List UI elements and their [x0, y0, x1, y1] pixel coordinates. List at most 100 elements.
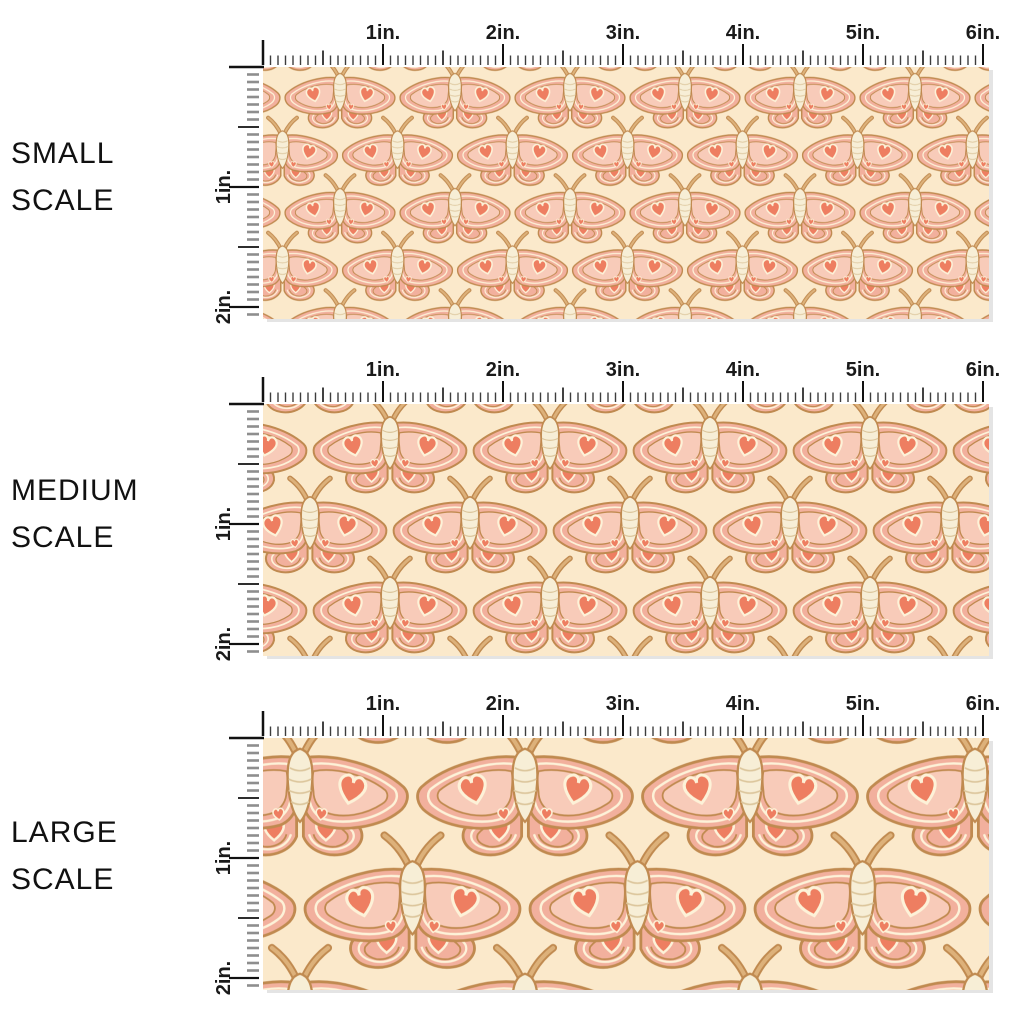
ruler-tick — [554, 726, 557, 736]
ruler-tick — [817, 392, 819, 402]
ruler-tick — [832, 55, 834, 65]
ruler-tick — [229, 976, 259, 980]
fabric-swatch-medium — [263, 404, 989, 656]
ruler-tick — [382, 715, 384, 736]
ruler-tick — [427, 392, 429, 402]
ruler-tick — [322, 50, 324, 65]
ruler-tick — [247, 425, 259, 428]
ruler-tick — [292, 55, 294, 65]
ruler-tick — [517, 392, 519, 402]
ruler-tick — [427, 726, 429, 736]
vertical-ruler-label: 1in. — [213, 841, 235, 875]
ruler-tick — [959, 55, 962, 65]
ruler-tick — [817, 726, 819, 736]
ruler-tick — [247, 841, 259, 845]
ruler-tick — [667, 726, 669, 736]
ruler-tick — [704, 726, 707, 736]
ruler-tick — [247, 567, 259, 571]
ruler-tick — [712, 392, 714, 402]
ruler-tick — [229, 642, 259, 646]
ruler-tick — [247, 118, 259, 121]
ruler-tick — [494, 55, 497, 65]
ruler-tick — [502, 44, 504, 65]
ruler-tick — [854, 726, 857, 736]
ruler-tick — [247, 605, 259, 608]
ruler-tick — [374, 392, 377, 402]
ruler-tick — [337, 726, 339, 736]
ruler-tick — [261, 377, 265, 402]
ruler-tick — [247, 590, 259, 593]
ruler-tick — [569, 726, 572, 736]
ruler-tick — [457, 392, 459, 402]
ruler-tick — [794, 392, 797, 402]
ruler-tick — [779, 55, 782, 65]
ruler-tick — [802, 50, 804, 65]
ruler-tick — [637, 55, 639, 65]
ruler-tick — [727, 55, 729, 65]
ruler-tick — [629, 392, 632, 402]
scale-label-line: SCALE — [11, 521, 115, 554]
ruler-tick — [757, 392, 759, 402]
ruler-tick — [764, 55, 767, 65]
ruler-tick — [247, 208, 259, 211]
ruler-tick — [614, 392, 617, 402]
ruler-tick — [652, 726, 654, 736]
ruler-tick — [847, 392, 849, 402]
ruler-tick — [238, 917, 259, 919]
ruler-tick — [247, 886, 259, 890]
ruler-tick — [697, 726, 699, 736]
ruler-tick — [472, 726, 474, 736]
ruler-tick — [749, 55, 752, 65]
ruler-tick — [247, 193, 259, 196]
ruler-tick — [862, 715, 864, 736]
ruler-tick — [539, 55, 542, 65]
ruler-tick — [374, 726, 377, 736]
ruler-tick — [667, 392, 669, 402]
ruler-tick — [247, 230, 259, 234]
ruler-tick — [742, 715, 744, 736]
ruler-tick — [809, 55, 812, 65]
ruler-tick — [247, 961, 259, 965]
ruler-tick — [344, 392, 347, 402]
ruler-tick — [584, 55, 587, 65]
ruler-tick — [667, 55, 669, 65]
ruler-tick — [854, 55, 857, 65]
ruler-tick — [907, 55, 909, 65]
ruler-tick — [247, 612, 259, 616]
ruler-tick — [839, 726, 842, 736]
horizontal-ruler: 1in. 2in. 3in. 4in. 5in. 6in. — [261, 359, 1000, 402]
ruler-tick — [269, 392, 272, 402]
ruler-tick — [952, 392, 954, 402]
ruler-tick — [238, 463, 259, 465]
ruler-tick — [352, 392, 354, 402]
ruler-tick — [247, 170, 259, 174]
ruler-tick — [802, 387, 804, 402]
ruler-tick — [644, 726, 647, 736]
ruler-tick — [487, 392, 489, 402]
ruler-tick — [839, 392, 842, 402]
ruler-tick — [892, 392, 894, 402]
ruler-tick — [877, 726, 879, 736]
ruler-tick — [247, 864, 259, 867]
ruler-tick — [607, 55, 609, 65]
ruler-tick — [404, 726, 407, 736]
ruler-tick — [464, 726, 467, 736]
ruler-tick — [247, 766, 259, 770]
ruler-tick — [247, 417, 259, 421]
ruler-tick — [247, 88, 259, 91]
ruler-tick — [442, 387, 444, 402]
ruler-tick — [734, 55, 737, 65]
ruler-tick — [404, 392, 407, 402]
ruler-tick — [247, 894, 259, 897]
ruler-tick — [967, 392, 969, 402]
ruler-tick — [359, 392, 362, 402]
ruler-tick — [397, 55, 399, 65]
ruler-tick — [269, 55, 272, 65]
ruler-tick — [494, 726, 497, 736]
ruler-tick — [419, 55, 422, 65]
ruler-tick — [247, 552, 259, 556]
ruler-tick — [517, 726, 519, 736]
horizontal-ruler: 1in. 2in. 3in. 4in. 5in. 6in. — [261, 693, 1000, 736]
ruler-tick — [524, 726, 527, 736]
ruler-tick — [914, 726, 917, 736]
